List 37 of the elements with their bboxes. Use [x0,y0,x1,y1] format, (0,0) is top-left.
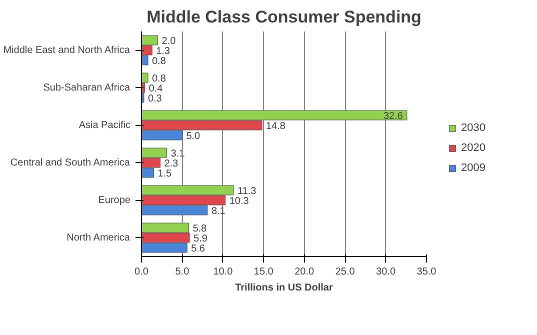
data-label: 5.6 [191,243,206,254]
data-label: 1.3 [156,46,170,57]
x-tick-label: 15.0 [254,266,274,278]
x-tick-label: 5.0 [175,266,190,278]
data-label: 8.1 [211,206,226,217]
legend-label: 2009 [461,162,486,174]
x-tick-label: 10.0 [213,266,234,278]
data-label: 0.8 [152,56,166,67]
data-label: 3.1 [170,148,186,160]
data-label: 5.0 [186,130,201,142]
data-label: 5.9 [194,233,208,244]
y-tick-label: Central and South America [10,157,130,168]
x-tick-label: 0.0 [134,266,149,278]
data-label: 0.3 [148,93,162,104]
data-label: 2.0 [162,36,176,47]
data-label: 14.8 [266,120,286,132]
y-tick-label: North America [66,232,130,244]
data-label: 10.3 [229,196,250,207]
y-tick-label: Asia Pacific [78,120,131,131]
x-tick-label: 30.0 [376,266,396,278]
data-label: 5.8 [192,223,208,234]
data-label: 11.3 [238,186,257,197]
legend-label: 2020 [461,142,486,154]
data-label: 0.8 [152,73,166,84]
x-tick-label: 20.0 [294,266,315,278]
legend-label: 2030 [461,122,486,134]
data-label: 1.5 [158,168,172,180]
y-tick-label: Middle East and North Africa [3,44,130,56]
data-label: 2.3 [164,158,179,170]
y-tick-label: Europe [98,194,131,206]
data-label: 32.6 [383,110,404,122]
x-axis-title: Trillions in US Dollar [235,282,334,294]
chart-title: Middle Class Consumer Spending [146,8,422,26]
y-tick-label: Sub-Saharan Africa [43,82,130,94]
x-tick-label: 25.0 [335,266,356,278]
data-label: 0.4 [148,83,164,94]
x-tick-label: 35.0 [416,266,437,278]
